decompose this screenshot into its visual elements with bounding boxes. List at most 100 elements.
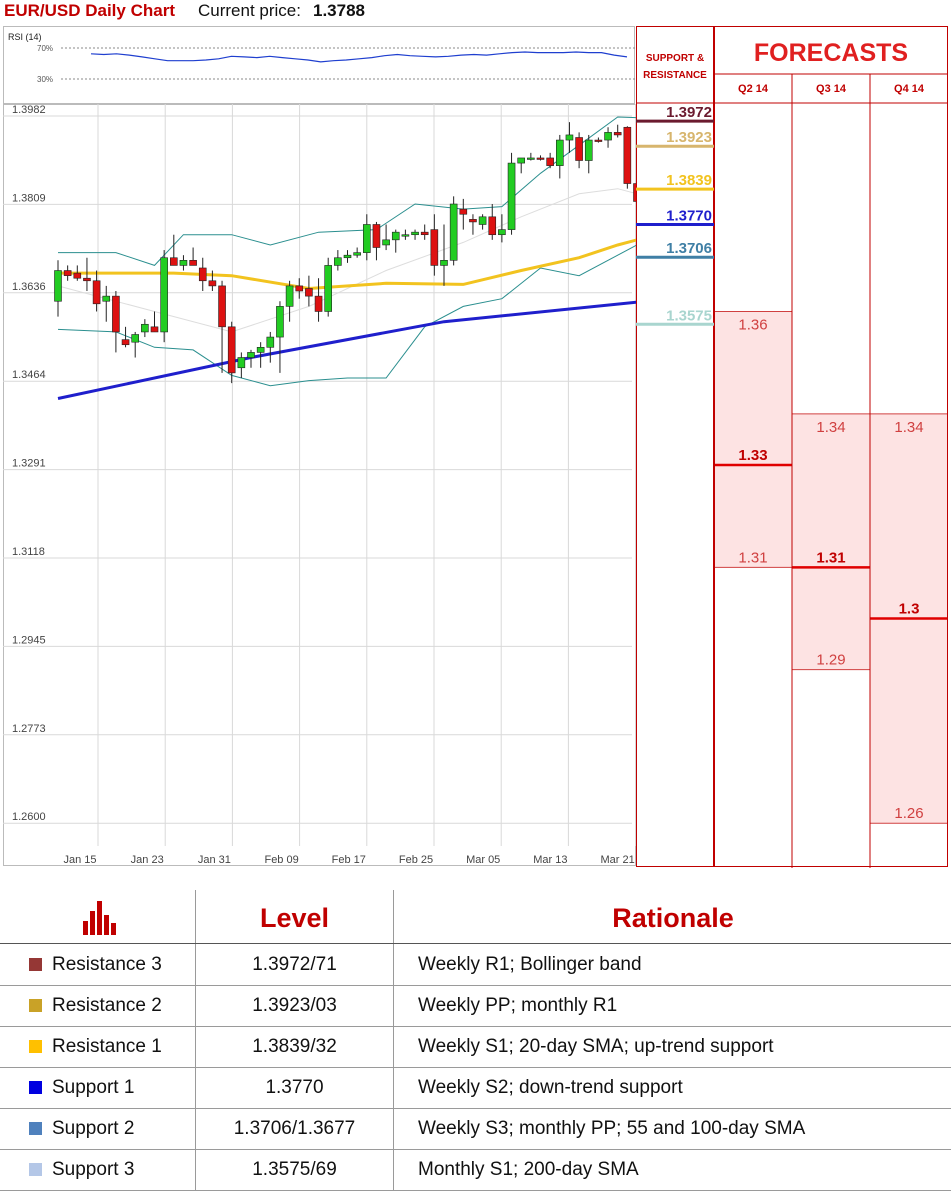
x-tick-label: Jan 15 — [63, 854, 96, 866]
candle-body — [546, 157, 554, 166]
candle — [266, 331, 275, 363]
row-rationale: Weekly R1; Bollinger band — [393, 944, 951, 985]
candle — [623, 126, 632, 189]
forecast-range — [792, 413, 870, 670]
candle — [555, 134, 564, 179]
candle — [633, 183, 636, 202]
y-tick-label: 1.2600 — [12, 811, 46, 823]
y-tick-label: 1.3636 — [12, 281, 46, 293]
candle — [372, 221, 381, 261]
row-name-cell: Resistance 2 — [0, 985, 194, 1026]
row-name: Support 1 — [52, 1077, 135, 1098]
row-name-cell: Support 1 — [0, 1067, 194, 1108]
forecast-mid-value: 1.31 — [816, 549, 845, 566]
candle — [382, 224, 390, 251]
candle-body — [536, 157, 545, 160]
table-row: Resistance 1 1.3839/32 Weekly S1; 20-day S… — [0, 1026, 951, 1068]
candle-body — [507, 162, 516, 230]
candle-body — [391, 231, 400, 241]
row-level: 1.3972/71 — [195, 944, 393, 985]
candle — [285, 280, 294, 322]
row-name-cell: Support 2 — [0, 1108, 194, 1149]
bollinger-lower-line — [57, 244, 636, 387]
candle-body — [604, 132, 612, 141]
candle-body — [121, 339, 130, 346]
candle — [594, 137, 603, 143]
candle — [227, 321, 236, 384]
candle-body — [83, 277, 91, 282]
candle — [256, 342, 265, 368]
candle-body — [565, 134, 574, 141]
row-rationale: Monthly S1; 200-day SMA — [393, 1149, 951, 1190]
candle-body — [584, 139, 593, 161]
candle — [575, 132, 583, 169]
candle-body — [276, 306, 284, 338]
x-tick-label: Mar 21 — [600, 854, 634, 866]
candle-body — [237, 357, 246, 369]
candle-body — [247, 352, 255, 358]
row-level: 1.3839/32 — [195, 1026, 393, 1067]
candle — [170, 234, 178, 266]
forecast-column-label: Q3 14 — [816, 83, 847, 95]
x-tick-label: Mar 05 — [466, 854, 500, 866]
candle — [488, 204, 497, 240]
row-level: 1.3923/03 — [195, 985, 393, 1026]
candle — [362, 214, 371, 261]
candle — [565, 122, 574, 153]
rsi-level-low: 30% — [37, 75, 53, 84]
chart-header: EUR/USD Daily Chart Current price: 1.378… — [0, 0, 640, 26]
candle-body — [189, 260, 197, 266]
candle — [179, 255, 188, 271]
candle-body — [150, 326, 159, 333]
color-swatch — [29, 1081, 42, 1094]
candle-body — [54, 270, 62, 302]
table-header: Level Rationale — [0, 890, 951, 944]
chart-title: EUR/USD Daily Chart — [4, 1, 175, 20]
candle — [391, 229, 400, 253]
current-price-value: 1.3788 — [313, 1, 365, 20]
candle-body — [498, 229, 506, 236]
rsi-level-high: 70% — [37, 44, 53, 53]
candle-body — [208, 280, 217, 287]
candle-body — [353, 252, 361, 256]
candle — [189, 247, 197, 266]
header-level: Level — [195, 890, 393, 943]
y-tick-label: 1.2945 — [12, 634, 46, 646]
candle — [584, 134, 593, 174]
rsi-frame — [3, 26, 635, 104]
candle-body — [555, 139, 564, 166]
candle-body — [334, 257, 342, 266]
candle — [536, 155, 545, 161]
candle — [546, 152, 554, 169]
candle-body — [73, 272, 82, 279]
candle — [305, 275, 313, 307]
candle-body — [411, 231, 419, 236]
row-rationale: Weekly S2; down-trend support — [393, 1067, 951, 1108]
candle-body — [517, 157, 526, 164]
candle-body — [198, 267, 207, 282]
candle-body — [623, 126, 632, 184]
color-swatch — [29, 1163, 42, 1176]
table-row: Support 2 1.3706/1.3677 Weekly S3; monthly… — [0, 1108, 951, 1150]
row-name-cell: Resistance 1 — [0, 1026, 194, 1067]
candle-body — [285, 285, 294, 307]
row-name-cell: Resistance 3 — [0, 944, 194, 985]
candle-body — [160, 257, 168, 333]
rsi-label: RSI (14) — [8, 32, 42, 42]
candle-body — [594, 139, 603, 142]
candle — [92, 270, 101, 312]
candle-body — [170, 257, 178, 266]
sma20-line — [57, 188, 636, 333]
bar-chart-icon — [83, 901, 116, 935]
x-tick-label: Feb 25 — [399, 854, 433, 866]
forecasts-panel: Q2 14 1.36 1.33 1.31 Q3 14 1.34 1.31 1.29 Q4 14 1… — [714, 26, 948, 868]
sr-level-label: 1.3839 — [666, 172, 712, 189]
candle — [324, 257, 333, 317]
x-tick-label: Feb 09 — [264, 854, 298, 866]
candle — [150, 311, 159, 333]
candle — [527, 152, 535, 161]
sr-frame — [636, 26, 714, 867]
sr-level-label: 1.3706 — [666, 240, 712, 257]
candle-body — [102, 295, 111, 302]
row-rationale: Weekly S1; 20-day SMA; up-trend support — [393, 1026, 951, 1067]
